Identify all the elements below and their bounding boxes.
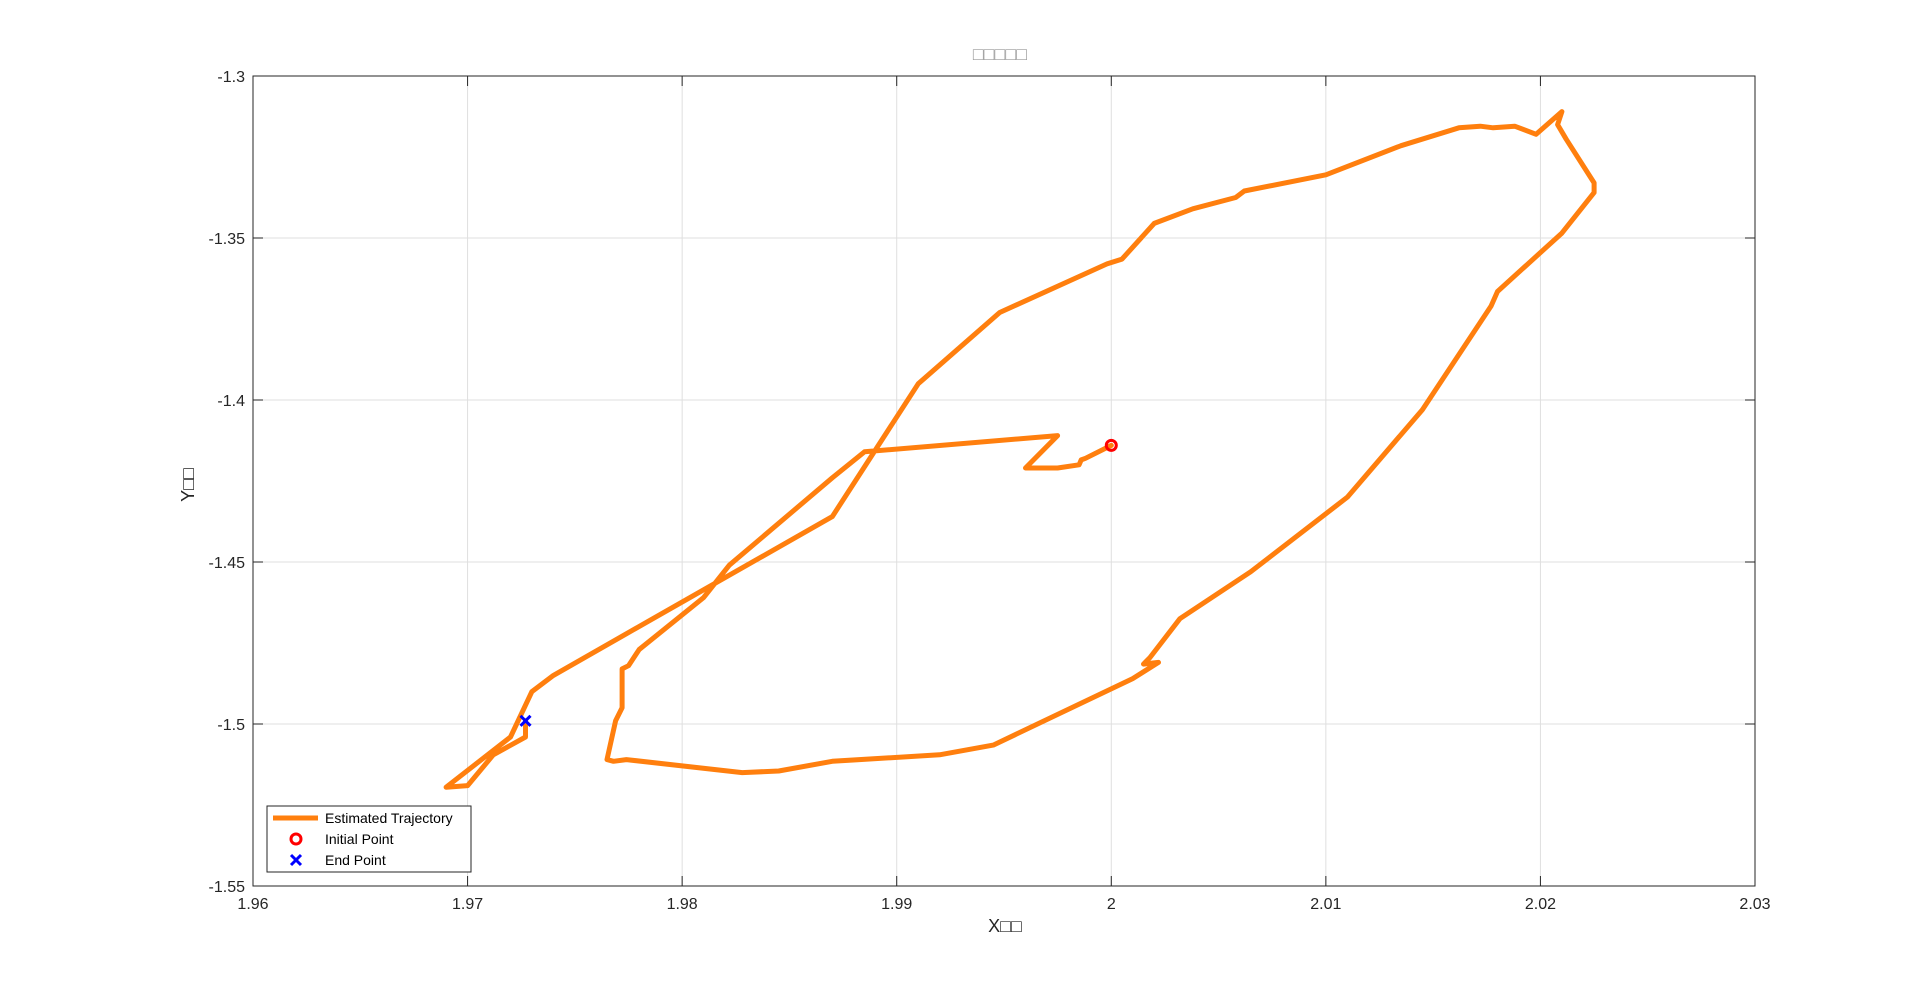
y-tick-labels: -1.3 -1.35 -1.4 -1.45 -1.5 -1.55 xyxy=(209,69,246,896)
x-tick-label: 2 xyxy=(1107,896,1116,913)
x-tick-label: 1.96 xyxy=(237,896,268,913)
legend-label-initial-point: Initial Point xyxy=(325,831,394,847)
trajectory-line xyxy=(443,109,1597,790)
y-tick-label: -1.3 xyxy=(217,69,245,86)
y-tick-label: -1.55 xyxy=(209,879,246,896)
y-axis-title: Y□□ xyxy=(178,468,198,502)
legend-swatch-end-point xyxy=(289,853,303,867)
x-tick-label: 2.03 xyxy=(1739,896,1770,913)
tick-marks xyxy=(252,75,1756,887)
y-tick-label: -1.45 xyxy=(209,555,246,572)
x-tick-label: 2.02 xyxy=(1525,896,1556,913)
y-tick-label: -1.4 xyxy=(217,393,245,410)
x-tick-label: 1.98 xyxy=(667,896,698,913)
x-tick-label: 1.97 xyxy=(452,896,483,913)
x-axis-title: X□□ xyxy=(988,916,1022,936)
series-layer xyxy=(443,109,1597,790)
legend-swatch-initial-point xyxy=(289,832,303,846)
y-tick-label: -1.5 xyxy=(217,717,245,734)
x-tick-labels: 1.96 1.97 1.98 1.99 2 2.01 2.02 2.03 xyxy=(237,896,1770,913)
plot-area xyxy=(252,75,1756,887)
legend-label-trajectory: Estimated Trajectory xyxy=(325,810,453,826)
end-point-marker-stroke xyxy=(519,714,532,727)
y-tick-label: -1.35 xyxy=(209,231,246,248)
legend-label-end-point: End Point xyxy=(325,852,386,868)
x-tick-label: 2.01 xyxy=(1310,896,1341,913)
x-tick-label: 1.99 xyxy=(881,896,912,913)
chart-title: □□□□□ xyxy=(973,44,1027,64)
end-point-marker xyxy=(519,714,532,727)
legend: Estimated Trajectory Initial Point End Poi… xyxy=(266,805,472,873)
plot-border xyxy=(252,75,1756,887)
initial-point-marker xyxy=(1104,438,1118,452)
legend-items: Estimated Trajectory Initial Point End Poi… xyxy=(273,810,453,868)
legend-swatch-end-stroke xyxy=(289,853,303,867)
